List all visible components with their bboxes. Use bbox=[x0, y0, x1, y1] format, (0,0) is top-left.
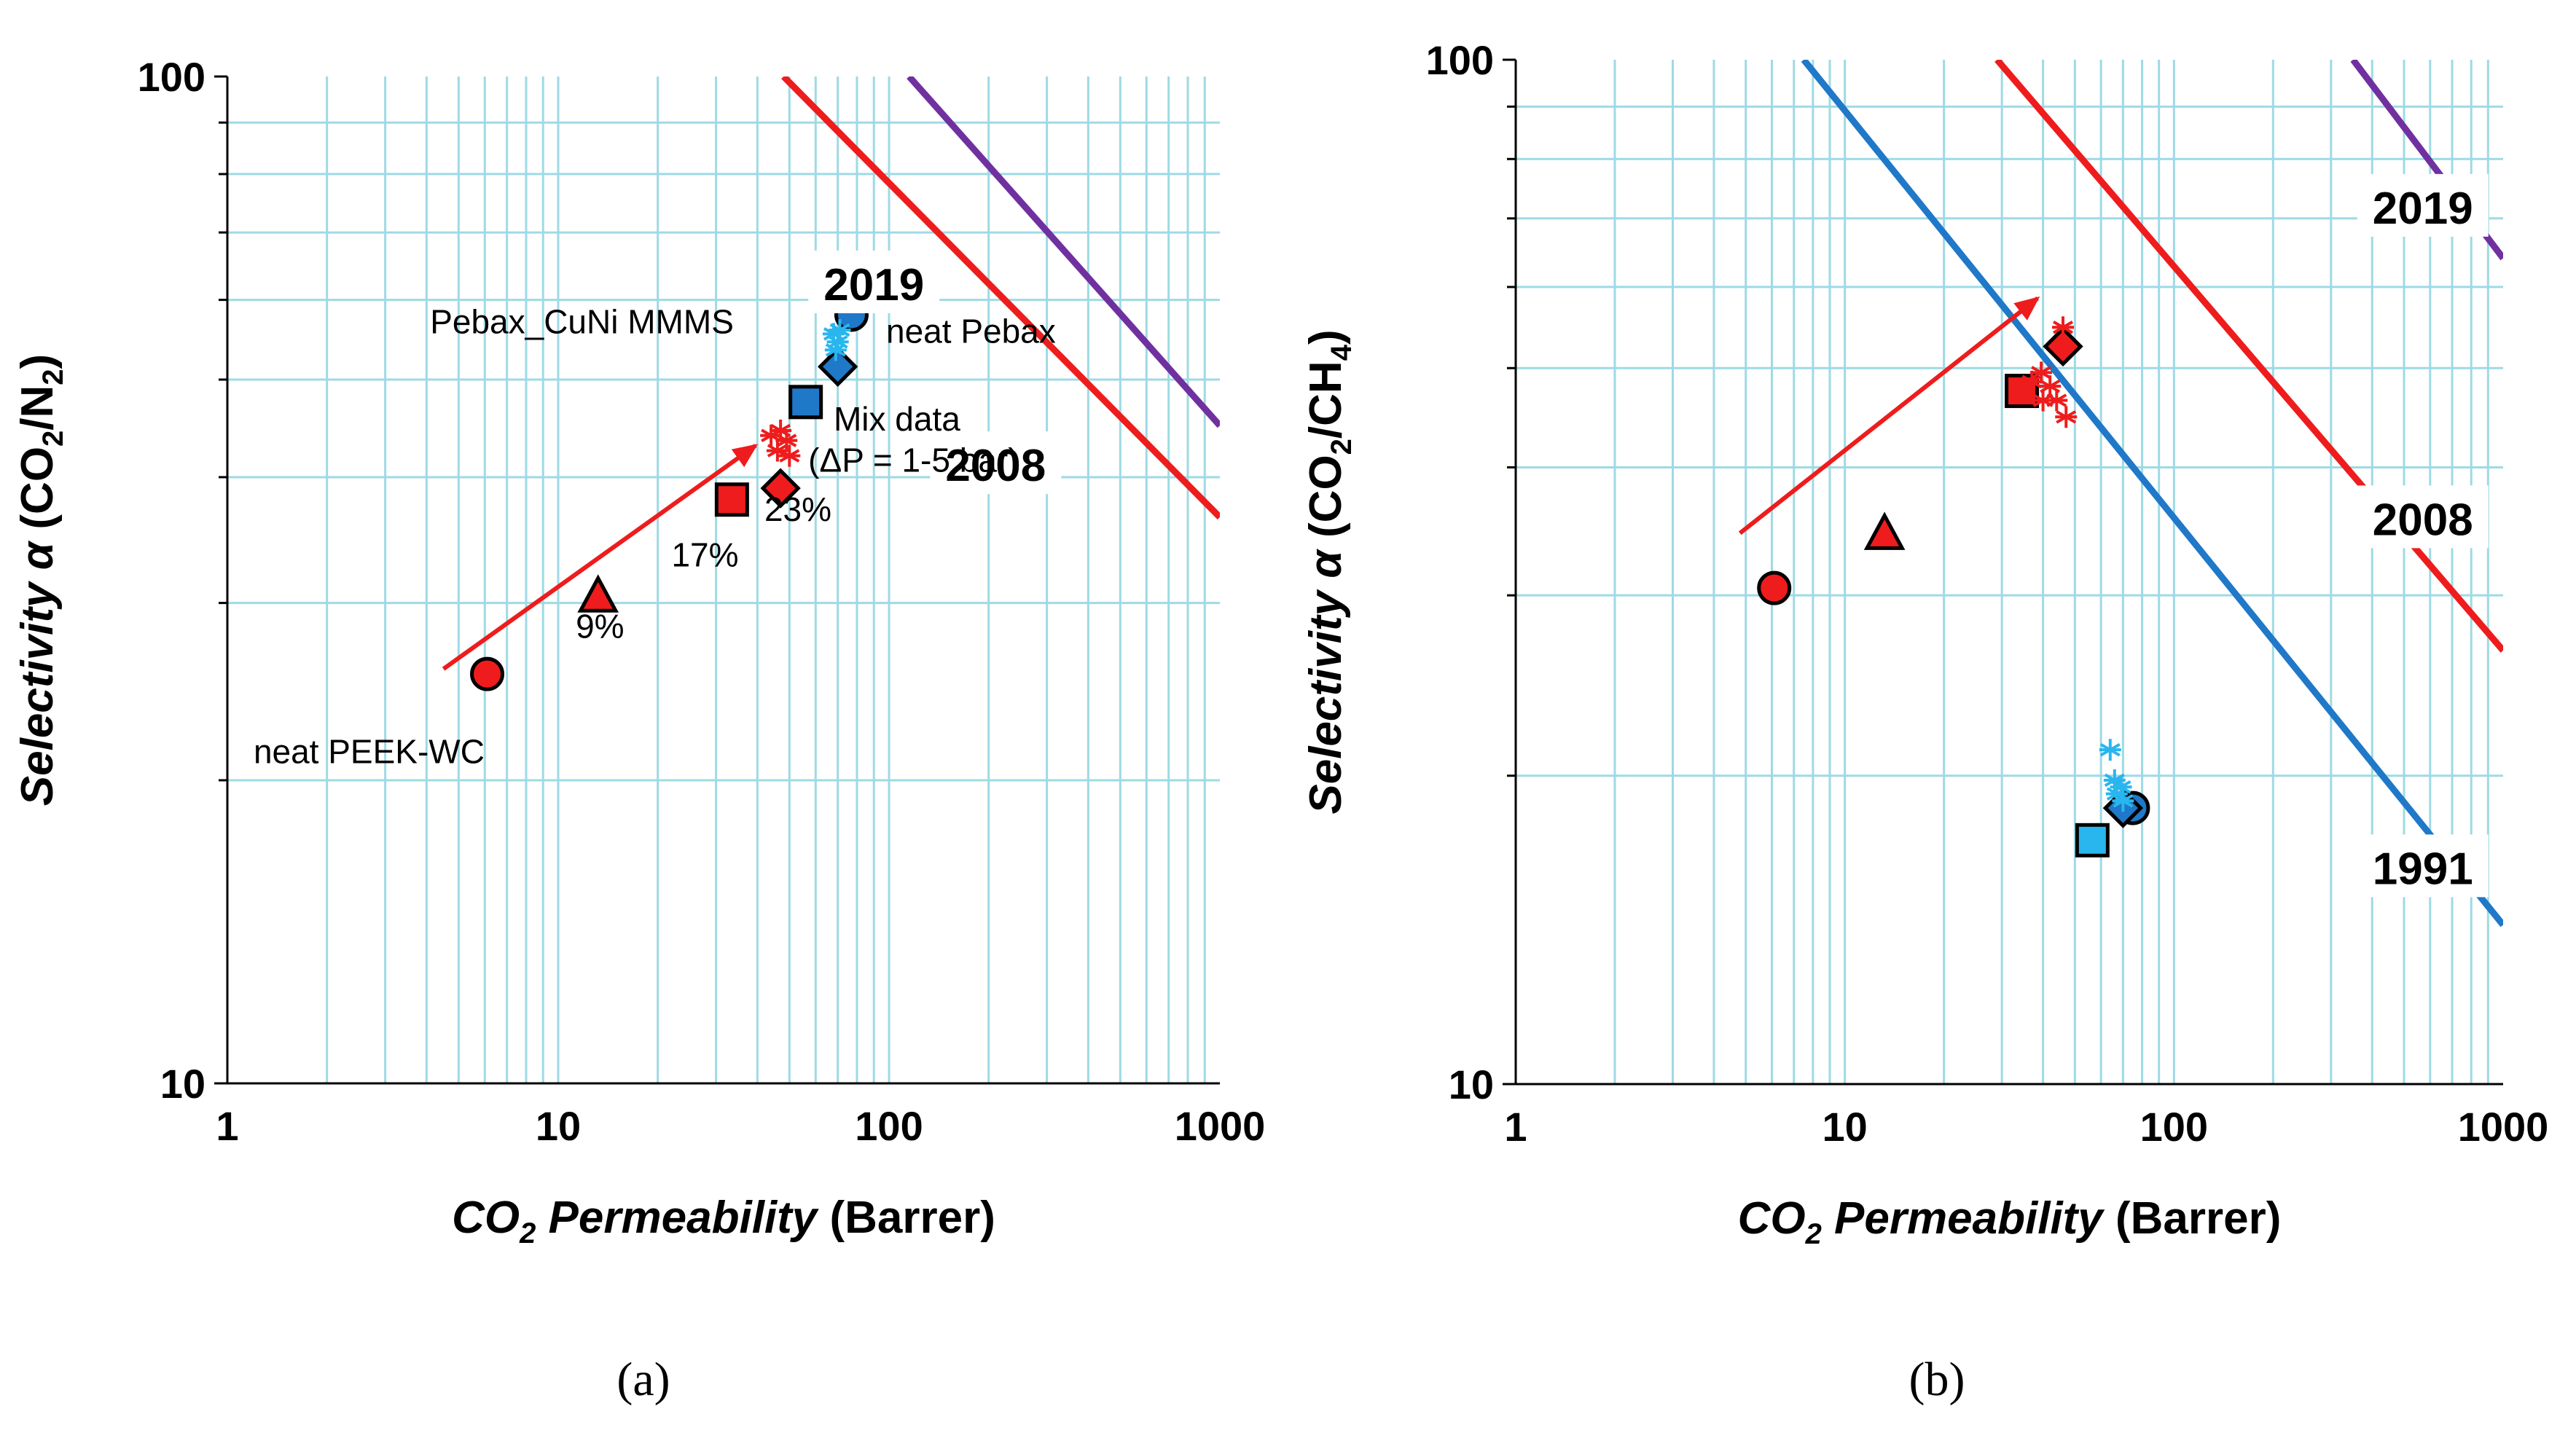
upper-bound-1991-line bbox=[1801, 60, 2503, 927]
axes bbox=[214, 75, 1220, 1085]
diamond-marker bbox=[2043, 326, 2083, 367]
y-tick-label: 100 bbox=[138, 54, 205, 100]
circle-marker bbox=[1757, 570, 1792, 605]
asterisk-marker bbox=[2021, 370, 2043, 393]
grid-lines bbox=[1516, 60, 2503, 1084]
asterisk-marker bbox=[778, 444, 801, 467]
annotation-label: neat Pebax bbox=[886, 312, 1056, 350]
diamond-marker bbox=[760, 468, 801, 509]
x-axis-title: CO2 Permeability (Barrer) bbox=[1738, 1193, 2282, 1250]
axes bbox=[1503, 58, 2503, 1086]
y-tick-label: 10 bbox=[1449, 1061, 1494, 1107]
y-tick-label: 100 bbox=[1426, 37, 1494, 83]
upper-bound-2008-line bbox=[781, 76, 1220, 520]
annotation-label: 23% bbox=[764, 490, 831, 528]
asterisk-marker bbox=[766, 439, 788, 462]
diamond-marker bbox=[817, 346, 858, 387]
bound-label-2008: 2008 bbox=[2373, 495, 2473, 545]
plot-area bbox=[781, 76, 1220, 520]
bound-label-box bbox=[2357, 485, 2489, 549]
annotation-label: neat PEEK-WC bbox=[254, 732, 485, 770]
panel-caption: (a) bbox=[616, 1353, 670, 1406]
asterisk-marker bbox=[2052, 316, 2075, 339]
annotation-label: Pebax_CuNi MMMS bbox=[430, 302, 734, 340]
x-tick-label: 1000 bbox=[2458, 1104, 2549, 1150]
x-tick-label: 100 bbox=[855, 1103, 923, 1149]
asterisk-marker bbox=[775, 429, 798, 452]
bound-label-2019: 2019 bbox=[2373, 184, 2473, 234]
annotation-label: 9% bbox=[576, 607, 624, 645]
upper-bound-2008-line bbox=[1994, 60, 2503, 653]
asterisk-marker bbox=[2045, 389, 2068, 412]
x-tick-label: 100 bbox=[2140, 1104, 2208, 1150]
bound-label-box bbox=[930, 431, 1062, 495]
asterisk-marker bbox=[824, 339, 847, 361]
asterisk-marker bbox=[2055, 406, 2078, 428]
grid-lines bbox=[227, 76, 1220, 1083]
bound-label-2019: 2019 bbox=[823, 260, 924, 310]
trend-arrow bbox=[442, 444, 759, 671]
x-tick-label: 1000 bbox=[1175, 1103, 1266, 1149]
x-tick-label: 1 bbox=[216, 1103, 238, 1149]
asterisk-marker bbox=[2112, 790, 2134, 812]
asterisk-marker bbox=[829, 319, 851, 342]
bound-label-2008: 2008 bbox=[945, 441, 1046, 491]
bound-label-box bbox=[808, 250, 940, 313]
annotation-label: (ΔP = 1-5 bar) bbox=[808, 441, 1019, 479]
y-axis-title: Selectivity α (CO2/CH4) bbox=[1301, 329, 1358, 814]
x-tick-label: 1 bbox=[1504, 1104, 1527, 1150]
square-marker bbox=[2075, 823, 2110, 858]
y-tick-label: 10 bbox=[160, 1061, 205, 1107]
annotation-label: Mix data bbox=[834, 400, 960, 438]
triangle-marker bbox=[577, 574, 619, 613]
asterisk-marker bbox=[2099, 739, 2121, 761]
y-axis-title: Selectivity α (CO2/N2) bbox=[12, 354, 69, 806]
x-axis-title: CO2 Permeability (Barrer) bbox=[452, 1193, 995, 1249]
bound-label-box bbox=[2357, 173, 2489, 237]
x-tick-label: 10 bbox=[1823, 1104, 1868, 1150]
triangle-marker bbox=[1863, 511, 1906, 550]
panel-caption: (b) bbox=[1909, 1353, 1965, 1406]
bound-label-box bbox=[2357, 834, 2489, 898]
x-tick-label: 10 bbox=[536, 1103, 581, 1149]
asterisk-marker bbox=[2110, 776, 2132, 798]
square-marker bbox=[788, 385, 823, 420]
annotation-label: 17% bbox=[671, 536, 738, 574]
bound-label-1991: 1991 bbox=[2373, 844, 2473, 894]
circle-marker bbox=[470, 656, 505, 691]
square-marker bbox=[714, 482, 749, 517]
upper-bound-2019-line bbox=[907, 76, 1220, 428]
trend-arrow bbox=[1738, 296, 2040, 535]
